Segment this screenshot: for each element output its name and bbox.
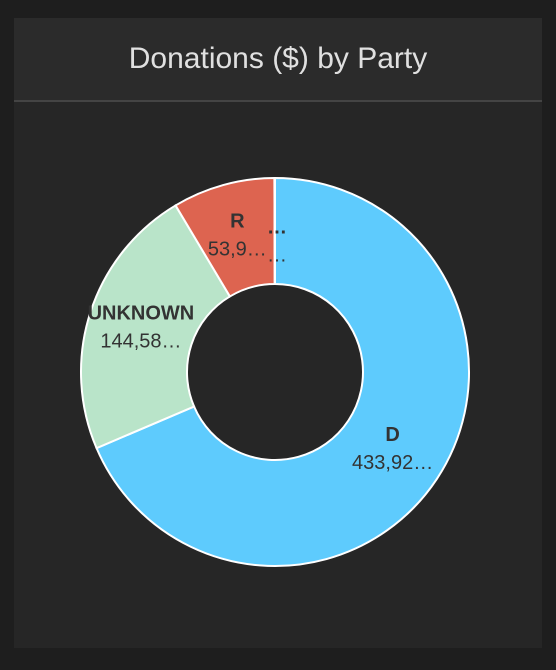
- slice-value: 144,58…: [100, 331, 181, 353]
- slice-label: R: [230, 210, 245, 232]
- slice: [273, 176, 276, 286]
- slice: [80, 204, 232, 450]
- slice: [95, 176, 470, 567]
- slice-value: 433,92…: [352, 452, 433, 474]
- slice-value: …: [267, 244, 287, 266]
- slice-label: D: [385, 424, 399, 446]
- card-header: Donations ($) by Party: [14, 18, 542, 102]
- slice-label: UNKNOWN: [88, 303, 195, 325]
- chart-title: Donations ($) by Party: [128, 42, 428, 75]
- slice-value: 53,9…: [208, 238, 267, 260]
- slice-label: …: [267, 216, 287, 238]
